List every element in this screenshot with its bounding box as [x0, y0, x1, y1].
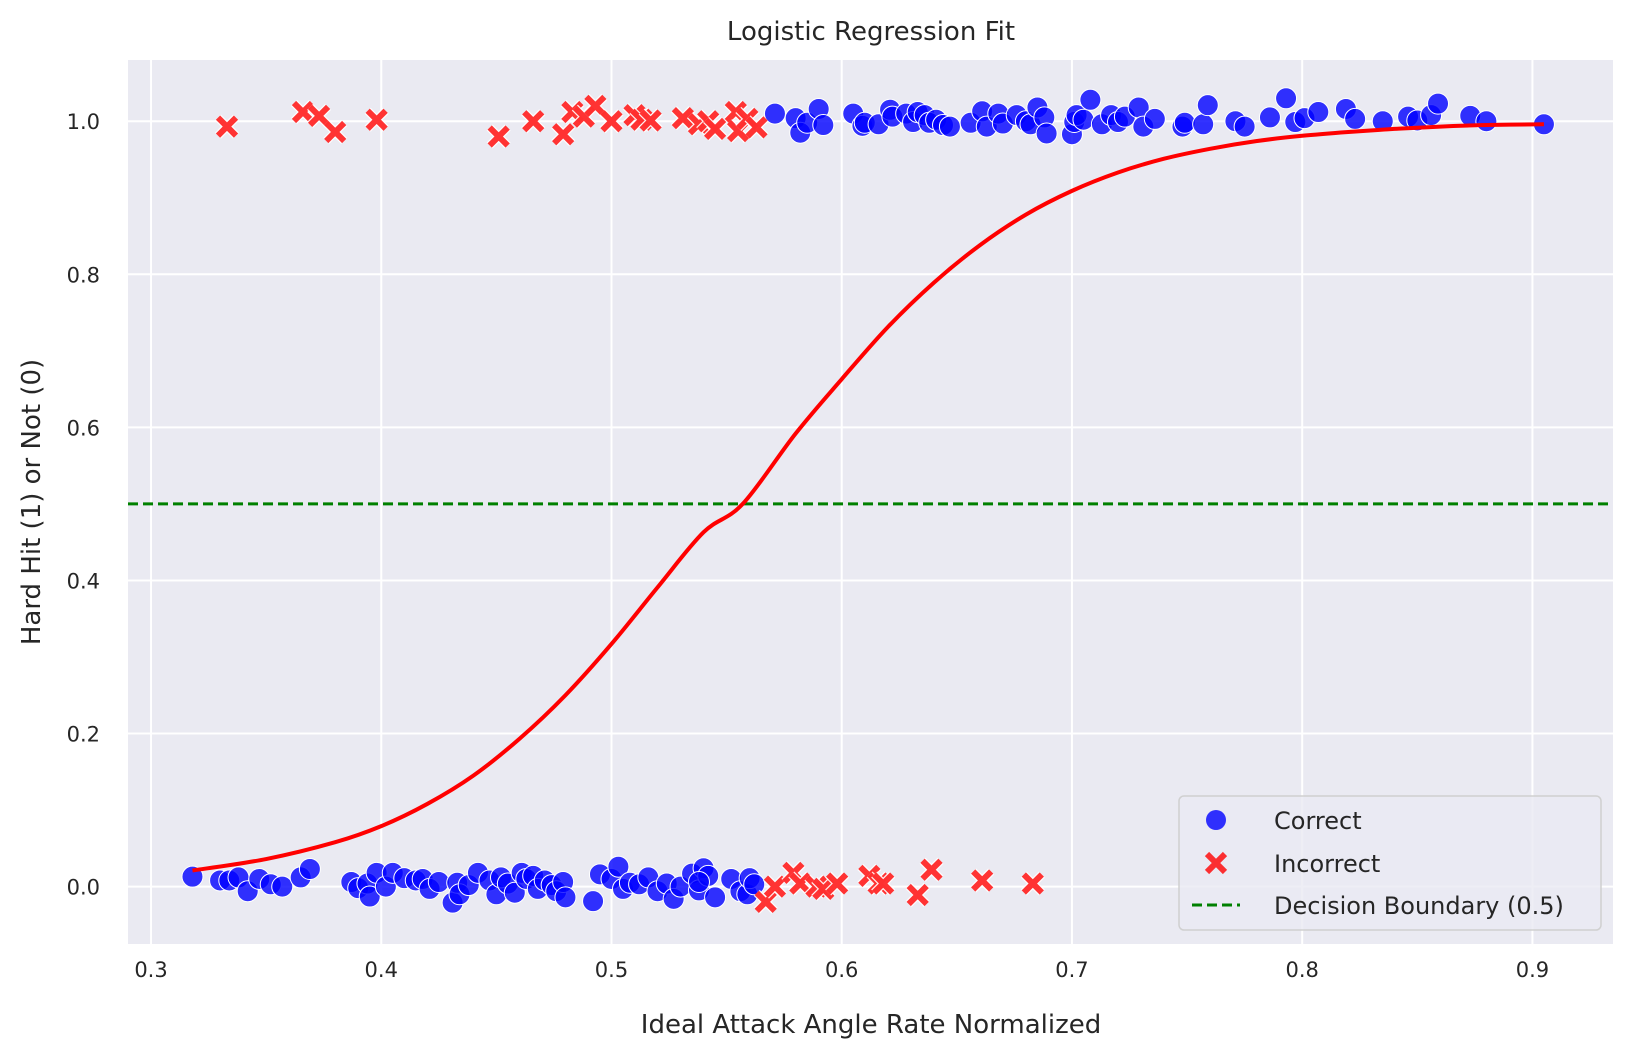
legend-label-correct: Correct [1274, 807, 1362, 835]
incorrect-point [703, 116, 728, 141]
legend-marker-incorrect [1204, 851, 1228, 875]
correct-point [743, 873, 766, 896]
correct-point [1475, 110, 1498, 133]
y-tick-labels: 0.0 0.2 0.4 0.6 0.8 1.0 [67, 110, 100, 899]
x-axis-title: Ideal Attack Angle Rate Normalized [641, 1010, 1101, 1040]
incorrect-point [486, 124, 511, 149]
y-axis-title: Hard Hit (1) or Not (0) [17, 359, 47, 645]
incorrect-point [762, 874, 787, 899]
y-tick-label: 0.6 [67, 416, 100, 440]
x-tick-label: 0.7 [1055, 958, 1088, 982]
incorrect-point [290, 100, 315, 125]
x-tick-label: 0.5 [595, 958, 628, 982]
x-tick-label: 0.9 [1516, 958, 1549, 982]
chart-title: Logistic Regression Fit [727, 17, 1015, 47]
correct-point [427, 871, 450, 894]
y-tick-label: 0.8 [67, 263, 100, 287]
correct-point [1275, 87, 1298, 110]
incorrect-point [521, 109, 546, 134]
x-tick-labels: 0.3 0.4 0.5 0.6 0.7 0.8 0.9 [134, 958, 1549, 982]
correct-point [1427, 92, 1450, 115]
logistic-curve [192, 122, 1544, 873]
correct-point [298, 857, 321, 880]
incorrect-point [871, 871, 896, 896]
correct-point [1079, 88, 1102, 111]
correct-point [938, 115, 961, 138]
y-tick-label: 1.0 [67, 110, 100, 134]
correct-point [1344, 107, 1367, 130]
legend-label-boundary: Decision Boundary (0.5) [1274, 892, 1564, 920]
incorrect-point [670, 106, 695, 131]
correct-point [1072, 108, 1095, 131]
y-tick-label: 0.2 [67, 723, 100, 747]
incorrect-point [788, 871, 813, 896]
incorrect-point [364, 107, 389, 132]
incorrect-point [744, 115, 769, 140]
incorrect-point [919, 857, 944, 882]
incorrect-point [638, 108, 663, 133]
correct-point [1307, 101, 1330, 124]
correct-point [1173, 111, 1196, 134]
correct-point [812, 114, 835, 137]
incorrect-point [214, 114, 240, 139]
correct-point [1143, 107, 1166, 130]
y-tick-label: 0.0 [67, 876, 100, 900]
correct-point [1192, 113, 1215, 136]
incorrect-point [551, 122, 576, 147]
incorrect-point [583, 93, 608, 118]
x-tick-label: 0.8 [1285, 958, 1318, 982]
x-tick-label: 0.4 [365, 958, 398, 982]
correct-point [607, 855, 630, 878]
x-tick-label: 0.6 [825, 958, 858, 982]
incorrect-point [1020, 871, 1045, 896]
incorrect-point [970, 868, 995, 893]
correct-point [687, 871, 710, 894]
correct-point [1258, 106, 1281, 129]
correct-point [704, 886, 727, 909]
correct-point [582, 890, 605, 913]
legend-label-incorrect: Incorrect [1274, 850, 1380, 878]
incorrect-point [599, 109, 624, 134]
legend-marker-correct [1206, 810, 1226, 830]
correct-point [1371, 110, 1394, 133]
y-tick-label: 0.4 [67, 569, 100, 593]
correct-point [763, 102, 786, 125]
correct-point [1233, 115, 1256, 138]
points-layer [181, 87, 1555, 914]
correct-point [358, 885, 381, 908]
incorrect-point [307, 103, 332, 128]
correct-point [1196, 94, 1219, 117]
correct-point [554, 886, 577, 909]
incorrect-point [323, 119, 348, 144]
incorrect-point [905, 883, 930, 908]
legend-box [1178, 795, 1602, 931]
incorrect-point [811, 876, 836, 901]
incorrect-point [753, 889, 778, 914]
curve-layer [192, 122, 1544, 873]
correct-point [1035, 122, 1058, 145]
incorrect-point [825, 871, 850, 896]
x-tick-label: 0.3 [134, 958, 167, 982]
legend: Correct Incorrect Decision Boundary (0.5… [1178, 795, 1602, 931]
correct-point [271, 875, 294, 898]
